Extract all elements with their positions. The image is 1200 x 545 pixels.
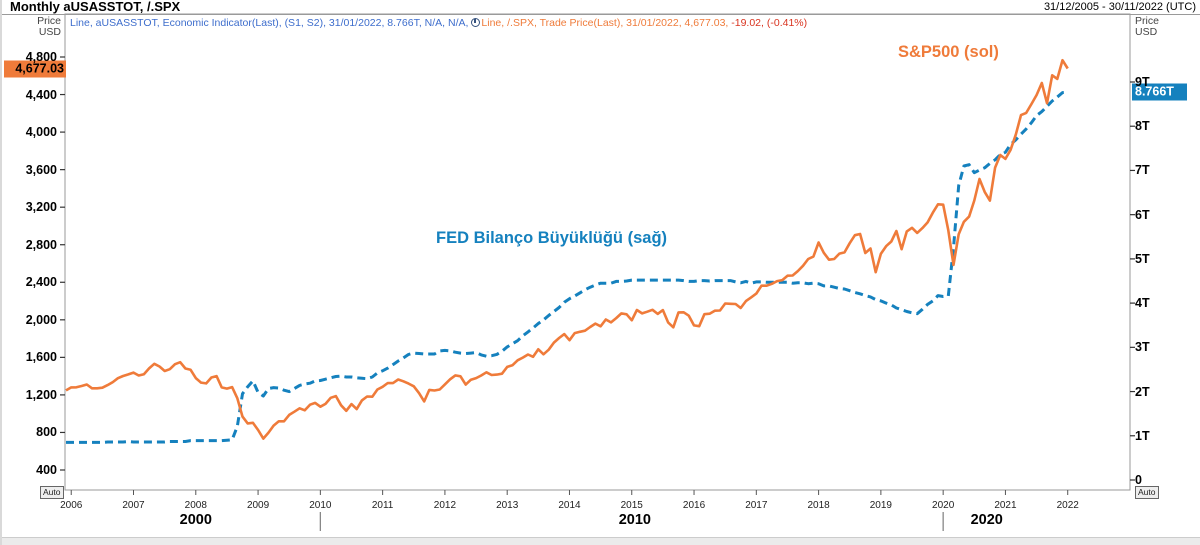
left-axis-currency-caption: USD bbox=[38, 26, 61, 38]
left-axis-tick-label: 1,200 bbox=[25, 387, 57, 402]
plot-frame bbox=[64, 13, 1131, 491]
fed-balance-line[interactable] bbox=[66, 90, 1068, 444]
x-axis-year-label: 2019 bbox=[869, 500, 892, 511]
x-axis-year-label: 2006 bbox=[60, 500, 83, 511]
x-axis-year-label: 2014 bbox=[558, 500, 581, 511]
right-axis-tick-label: 6T bbox=[1135, 207, 1150, 222]
left-axis-price-caption: Price bbox=[37, 15, 61, 27]
legend: Line, aUSASSTOT, Economic Indicator(Last… bbox=[70, 17, 807, 30]
left-axis-tick-label: 1,600 bbox=[25, 350, 57, 365]
right-axis-currency-caption: USD bbox=[1135, 26, 1158, 38]
left-axis-tick-label: 4,400 bbox=[25, 87, 57, 102]
legend-spx-change[interactable]: -19.02, (-0.41%) bbox=[731, 17, 808, 29]
x-axis-year-label: 2021 bbox=[994, 500, 1017, 511]
x-axis-year-label: 2011 bbox=[371, 500, 394, 511]
legend-series-spx[interactable]: Line, /.SPX, Trade Price(Last), 31/01/20… bbox=[481, 17, 729, 29]
page-title: Monthly aUSASSTOT, /.SPX bbox=[10, 0, 181, 14]
date-range-label: 31/12/2005 - 30/11/2022 (UTC) bbox=[1043, 1, 1196, 13]
right-axis-tick-label: 8T bbox=[1135, 119, 1150, 134]
right-axis-tick-label: 0 bbox=[1135, 473, 1142, 487]
left-axis-tick-label: 2,000 bbox=[25, 312, 57, 327]
bottom-scroll-strip[interactable] bbox=[2, 537, 1200, 545]
x-axis-year-label: 2008 bbox=[184, 500, 207, 511]
left-axis-tick-label: 800 bbox=[36, 425, 57, 440]
x-axis-decade-label: 2000 bbox=[179, 512, 212, 528]
right-axis-price-caption: Price bbox=[1135, 15, 1159, 27]
legend-series-ausasstot[interactable]: Line, aUSASSTOT, Economic Indicator(Last… bbox=[70, 17, 469, 29]
right-axis-tick-label: 2T bbox=[1135, 384, 1150, 399]
x-axis-decade-label: 2010 bbox=[618, 512, 651, 528]
left-axis-auto-button[interactable]: Auto bbox=[40, 486, 64, 499]
left-axis-tick-label: 2,400 bbox=[25, 275, 57, 290]
right-axis-tick-label: 7T bbox=[1135, 163, 1150, 178]
left-axis-tick-label: 3,600 bbox=[25, 162, 57, 177]
right-axis-auto-button[interactable]: Auto bbox=[1135, 486, 1159, 499]
x-axis-year-label: 2009 bbox=[246, 500, 270, 511]
right-axis-tick-label: 9T bbox=[1135, 75, 1150, 89]
left-axis-tick-label: 400 bbox=[36, 463, 57, 477]
right-axis-tick-label: 3T bbox=[1135, 340, 1150, 355]
x-axis-decade-label: 2020 bbox=[970, 512, 1003, 528]
x-axis-year-label: 2022 bbox=[1056, 500, 1079, 511]
x-axis-year-label: 2017 bbox=[745, 500, 768, 511]
x-axis-year-label: 2016 bbox=[682, 500, 706, 511]
fed-annotation: FED Bilanço Büyüklüğü (sağ) bbox=[436, 229, 668, 247]
x-axis-year-label: 2015 bbox=[620, 500, 643, 511]
right-axis-tick-label: 1T bbox=[1135, 428, 1150, 443]
fed-last-value-badge: 8.766T bbox=[1132, 83, 1187, 101]
x-axis-year-label: 2010 bbox=[309, 500, 332, 511]
x-axis-year-label: 2012 bbox=[433, 500, 457, 511]
x-axis-year-label: 2020 bbox=[932, 500, 955, 511]
left-axis-tick-label: 2,800 bbox=[25, 237, 57, 252]
left-axis-tick-label: 3,200 bbox=[25, 200, 57, 215]
x-axis-year-label: 2013 bbox=[496, 500, 519, 511]
x-axis-year-label: 2007 bbox=[122, 500, 145, 511]
left-axis-tick-label: 4,000 bbox=[25, 125, 57, 140]
right-axis-tick-label: 4T bbox=[1135, 296, 1150, 311]
left-axis-tick-label: 4,800 bbox=[25, 50, 57, 64]
spx-line[interactable] bbox=[65, 58, 1069, 440]
x-axis-year-label: 2018 bbox=[807, 500, 830, 511]
realtime-clock-icon bbox=[471, 18, 481, 27]
right-axis-tick-label: 5T bbox=[1135, 251, 1150, 266]
spx-last-price-badge: 4,677.03 bbox=[4, 60, 66, 78]
sp500-annotation: S&P500 (sol) bbox=[898, 43, 999, 61]
